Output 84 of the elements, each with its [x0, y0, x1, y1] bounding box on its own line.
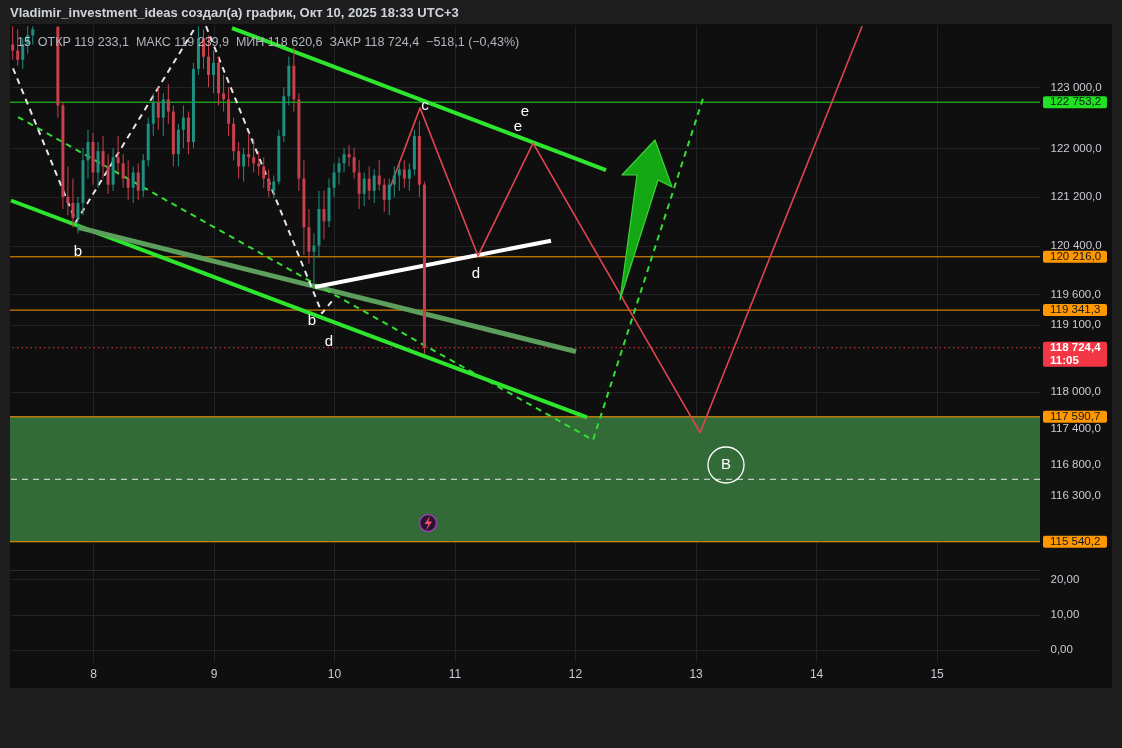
candlestick	[352, 147, 356, 180]
candlestick	[262, 156, 266, 189]
candlestick	[312, 232, 316, 286]
candlestick	[337, 156, 341, 186]
candlestick	[372, 168, 376, 204]
ref-line-label: 119 341,3	[1050, 303, 1101, 316]
candlestick	[332, 162, 336, 198]
y-tick-label: 119 100,0	[1050, 318, 1101, 331]
candlestick	[357, 159, 361, 210]
candlestick	[242, 147, 246, 183]
annotation: e	[513, 116, 523, 134]
x-tick-label: 9	[210, 666, 218, 681]
ref-line-label: 122 753,2	[1050, 95, 1102, 108]
y-tick-label: 122 000,0	[1050, 141, 1102, 154]
y-tick-label: 0,00	[1050, 643, 1073, 656]
candlestick	[86, 129, 90, 180]
candlestick	[387, 178, 391, 216]
annotation: d	[324, 331, 334, 349]
annotation: B	[721, 454, 732, 472]
candlestick	[272, 175, 276, 199]
candlestick	[382, 178, 386, 213]
x-tick-label: 10	[327, 666, 342, 681]
candlestick	[136, 162, 140, 201]
ref-line-label: 115 540,2	[1050, 534, 1101, 547]
candlestick	[31, 25, 35, 45]
y-tick-label: 117 400,0	[1050, 421, 1101, 434]
candlestick	[161, 92, 165, 137]
y-tick-label: 118 000,0	[1050, 385, 1101, 398]
chart-title: Vladimir_investment_ideas создал(а) график, Окт 10, 2025 18:33 UTC+3	[10, 5, 459, 20]
ref-line-label: 117 590,7	[1050, 409, 1101, 422]
annotation: b	[73, 241, 83, 259]
candlestick	[181, 104, 185, 149]
candlestick	[101, 135, 105, 180]
y-tick-label: 121 200,0	[1050, 190, 1102, 203]
candlestick	[392, 165, 396, 198]
candlestick	[347, 144, 351, 167]
candlestick	[212, 50, 216, 94]
candlestick	[76, 196, 80, 234]
annotation: d	[471, 263, 481, 281]
line-series	[389, 25, 863, 434]
candlestick	[11, 25, 15, 61]
y-tick-label: 116 800,0	[1050, 458, 1101, 471]
y-tick-label: 116 300,0	[1050, 488, 1101, 501]
candlestick	[322, 190, 326, 240]
candlestick	[237, 141, 241, 180]
candlestick	[66, 165, 70, 216]
y-tick-label: 119 600,0	[1050, 287, 1101, 300]
ref-line-label: 118 724,4 11:05	[1050, 340, 1102, 366]
x-tick-label: 15	[930, 666, 945, 681]
candlestick	[156, 86, 160, 131]
annotation: e	[520, 101, 530, 119]
y-tick-label: 20,00	[1050, 572, 1080, 585]
candlestick	[16, 28, 20, 67]
candlestick	[367, 165, 371, 201]
candlestick	[116, 135, 120, 173]
y-tick-label: 123 000,0	[1050, 80, 1102, 93]
y-tick-label: 120 400,0	[1050, 239, 1102, 252]
x-tick-label: 11	[448, 666, 462, 681]
candlestick	[126, 159, 130, 201]
candlestick	[257, 150, 261, 177]
x-tick-label: 8	[90, 666, 98, 681]
candlestick	[267, 168, 271, 198]
candlestick	[151, 92, 155, 137]
annotation: b	[307, 310, 317, 328]
candlestick	[407, 162, 411, 192]
x-tick-label: 14	[809, 666, 824, 681]
candlestick	[222, 74, 226, 113]
y-tick-label: 10,00	[1050, 608, 1080, 621]
candlestick	[106, 153, 110, 195]
candlestick	[342, 147, 346, 173]
candlestick	[252, 138, 256, 173]
candlestick	[397, 162, 401, 192]
candlestick	[71, 178, 75, 228]
ref-line-label: 120 216,0	[1050, 249, 1102, 262]
candlestick	[377, 159, 381, 192]
candlestick	[247, 132, 251, 167]
x-tick-label: 12	[568, 666, 583, 681]
candlestick	[362, 171, 366, 207]
candlestick	[166, 83, 170, 125]
candlestick	[131, 165, 135, 204]
candlestick	[121, 153, 125, 189]
candlestick	[402, 159, 406, 189]
candlestick	[96, 141, 100, 189]
x-tick-label: 13	[689, 666, 704, 681]
